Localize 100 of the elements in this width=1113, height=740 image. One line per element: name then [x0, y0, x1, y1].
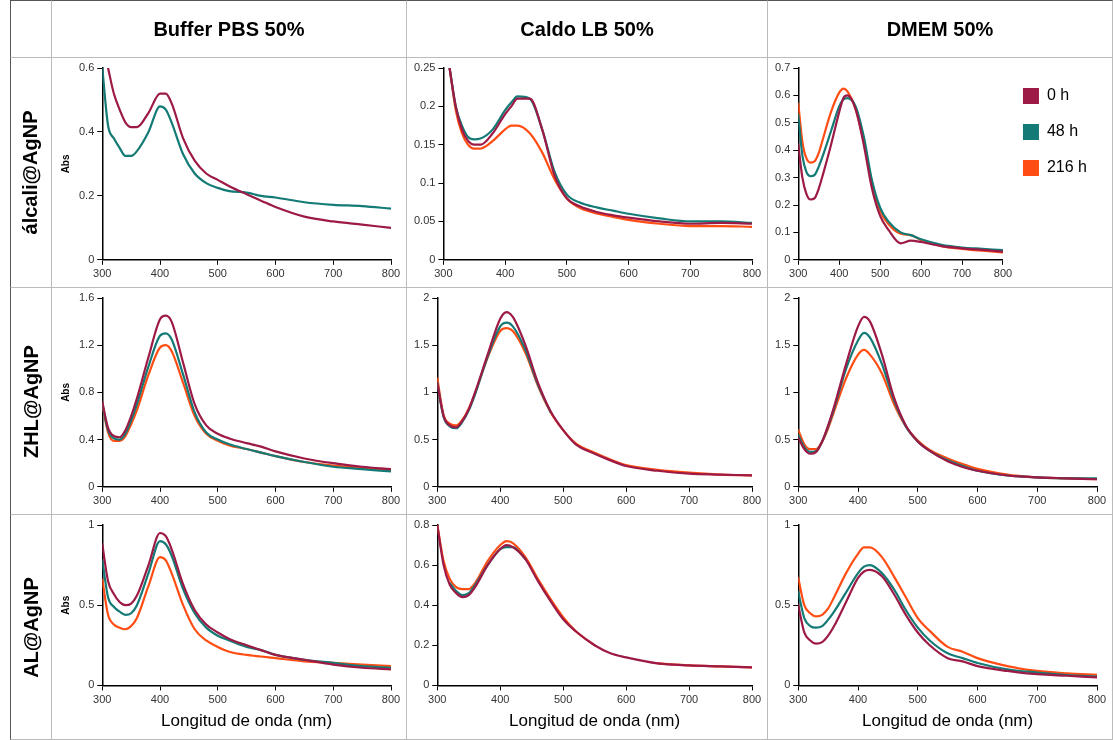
x-tick-label: 600 [616, 494, 636, 507]
x-tick-label: 500 [908, 494, 927, 507]
x-tick-label: 800 [742, 267, 762, 280]
text: álcali@AgNP [19, 110, 43, 235]
line-series [437, 525, 752, 669]
legend-label: 48 h [1046, 122, 1079, 140]
x-tick-label: 500 [208, 693, 227, 706]
y-tick-label: 0.4 [774, 143, 791, 156]
y-tick-label: 1.6 [78, 291, 95, 304]
y-tick-label: 1 [88, 518, 95, 531]
x-tick-label: 700 [952, 267, 972, 280]
x-tick-label: 800 [1087, 693, 1107, 706]
y-tick-label: 0.7 [774, 61, 791, 74]
x-tick-label: 400 [491, 693, 510, 706]
y-tick-label: 0.05 [413, 214, 436, 227]
y-tick-label: 0.5 [774, 598, 791, 611]
x-axis-title: Longitud de onda (nm) [161, 711, 333, 731]
y-tick-label: 0 [88, 252, 95, 265]
x-tick-label: 700 [1028, 693, 1047, 706]
x-tick-label: 500 [870, 267, 890, 280]
x-tick-label: 600 [968, 693, 987, 706]
x-tick-label: 700 [324, 494, 343, 507]
y-tick-label: 0 [88, 479, 95, 492]
text: ZHL@AgNP [19, 344, 43, 458]
x-tick-label: 800 [742, 693, 762, 706]
chart-title: DMEM 50% [768, 0, 1113, 58]
x-tick-label: 600 [911, 267, 931, 280]
x-tick-label: 400 [150, 267, 170, 280]
x-tick-label: 400 [848, 494, 868, 507]
y-tick-label: 2 [423, 291, 430, 304]
x-tick-label: 700 [324, 693, 343, 706]
x-tick-label: 500 [554, 693, 573, 706]
y-tick-label: 0.8 [413, 518, 430, 531]
y-tick-label: 0.25 [413, 61, 436, 74]
x-tick-label: 600 [619, 267, 638, 280]
x-tick-label: 700 [679, 494, 699, 507]
x-tick-label: 600 [968, 494, 987, 507]
y-tick-label: 0.2 [413, 638, 430, 651]
x-tick-label: 300 [789, 693, 808, 706]
y-tick-label: 0.5 [78, 598, 95, 611]
y-tick-label: 0 [784, 678, 791, 691]
y-tick-label: 0.6 [413, 558, 430, 571]
x-tick-label: 300 [434, 267, 453, 280]
x-tick-label: 700 [1028, 494, 1047, 507]
x-tick-label: 400 [495, 267, 515, 280]
x-tick-label: 300 [428, 494, 447, 507]
x-tick-label: 400 [150, 494, 170, 507]
y-axis-title: Abs [59, 154, 71, 174]
y-tick-label: 0 [429, 252, 436, 265]
x-tick-label: 400 [848, 693, 868, 706]
x-tick-label: 800 [381, 693, 401, 706]
y-tick-label: 0 [423, 479, 430, 492]
y-tick-label: 0.5 [774, 115, 791, 128]
x-tick-label: 600 [266, 494, 285, 507]
y-tick-label: 0.4 [78, 432, 95, 445]
y-tick-label: 0.3 [774, 170, 791, 183]
x-tick-label: 300 [789, 494, 808, 507]
x-tick-label: 500 [554, 494, 573, 507]
x-tick-label: 500 [557, 267, 577, 280]
chart-title: Caldo LB 50% [407, 0, 768, 58]
y-tick-label: 0 [784, 479, 791, 492]
x-tick-label: 700 [681, 267, 700, 280]
x-tick-label: 700 [324, 267, 343, 280]
x-tick-label: 300 [789, 267, 808, 280]
y-tick-label: 0 [784, 252, 791, 265]
x-tick-label: 800 [1087, 494, 1107, 507]
x-axis-title: Longitud de onda (nm) [862, 711, 1034, 731]
y-tick-label: 1 [784, 385, 791, 398]
y-tick-label: 0.2 [78, 188, 95, 201]
y-tick-label: 1 [423, 385, 430, 398]
x-tick-label: 300 [428, 693, 447, 706]
x-tick-label: 800 [381, 494, 401, 507]
x-tick-label: 400 [830, 267, 849, 280]
x-tick-label: 800 [742, 494, 762, 507]
line-series [437, 321, 552, 430]
y-tick-label: 0.5 [774, 432, 791, 445]
x-tick-label: 500 [208, 494, 227, 507]
x-tick-label: 600 [266, 267, 285, 280]
x-tick-label: 600 [616, 693, 636, 706]
legend-label: 0 h [1046, 86, 1070, 104]
x-tick-label: 800 [381, 267, 401, 280]
x-tick-label: 300 [93, 267, 112, 280]
y-tick-label: 0.4 [413, 598, 430, 611]
y-tick-label: 1.5 [413, 338, 430, 351]
y-tick-label: 2 [784, 291, 791, 304]
y-axis-title: Abs [59, 595, 71, 615]
y-tick-label: 0.15 [413, 137, 436, 150]
x-axis-title: Longitud de onda (nm) [509, 711, 681, 731]
y-tick-label: 0.6 [774, 88, 791, 101]
y-tick-label: 0.6 [78, 61, 95, 74]
y-tick-label: 0 [88, 678, 95, 691]
x-tick-label: 700 [679, 693, 699, 706]
x-tick-label: 400 [491, 494, 510, 507]
y-tick-label: 1.2 [78, 338, 95, 351]
chart-title: Buffer PBS 50% [52, 0, 407, 58]
legend-label: 216 h [1046, 158, 1088, 176]
y-tick-label: 1.5 [774, 338, 791, 351]
x-tick-label: 600 [266, 693, 285, 706]
x-tick-label: 500 [908, 693, 927, 706]
x-tick-label: 800 [993, 267, 1013, 280]
